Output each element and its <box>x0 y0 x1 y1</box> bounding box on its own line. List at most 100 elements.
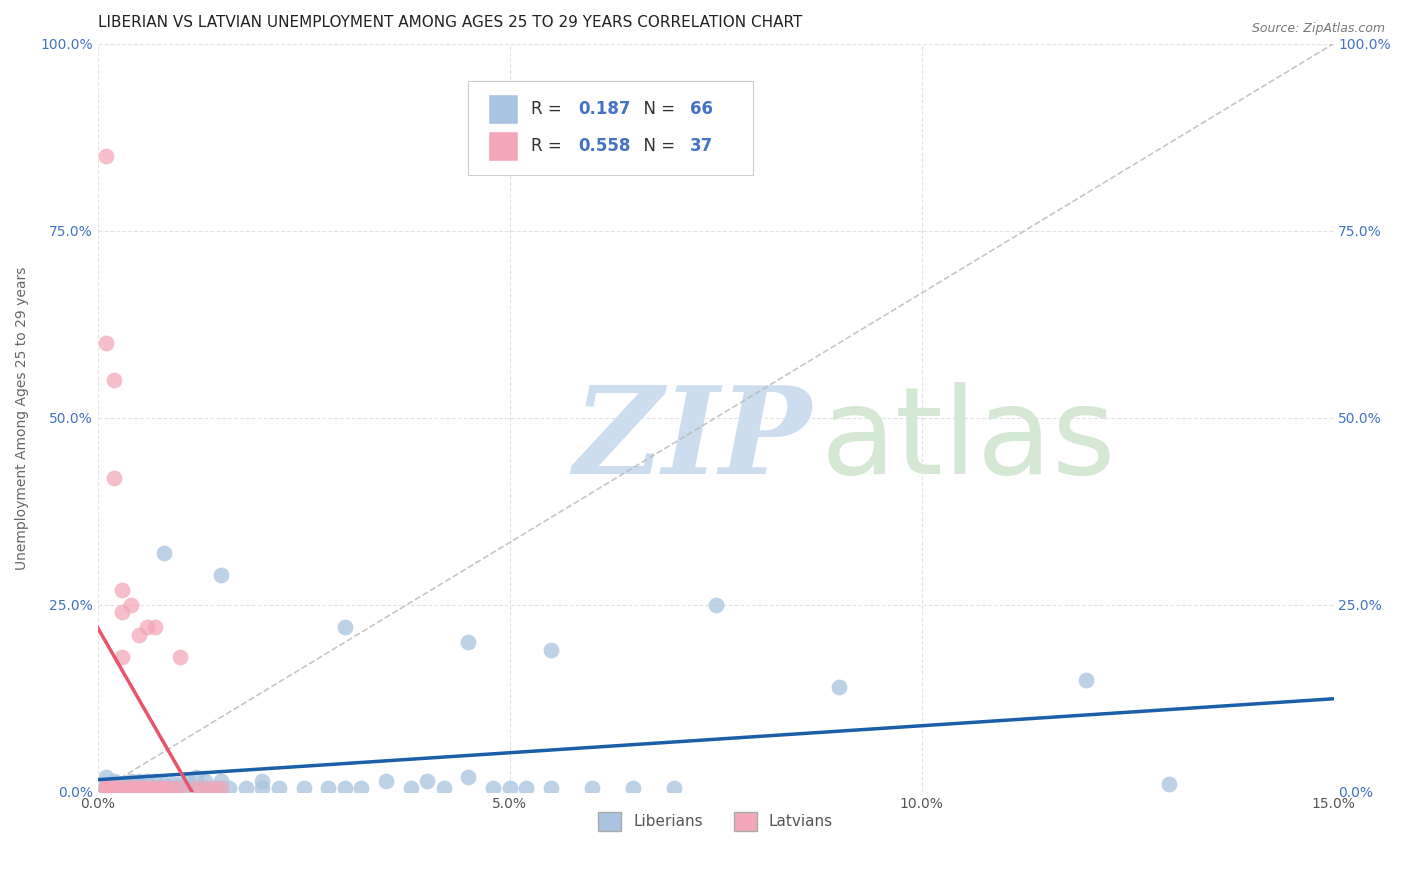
Point <box>120 598 142 612</box>
FancyBboxPatch shape <box>468 81 752 175</box>
Point <box>103 781 125 796</box>
Point <box>169 777 191 791</box>
Point <box>1157 777 1180 791</box>
Point <box>143 620 166 634</box>
Point <box>194 781 217 796</box>
Point <box>111 777 134 791</box>
Point <box>94 777 117 791</box>
Point <box>209 773 232 788</box>
Point <box>457 635 479 649</box>
Point <box>94 336 117 351</box>
Point <box>515 781 537 796</box>
Point <box>318 781 340 796</box>
Point <box>186 781 208 796</box>
Point <box>128 628 150 642</box>
Point <box>169 650 191 665</box>
Point <box>111 582 134 597</box>
Text: R =: R = <box>531 137 568 155</box>
Point <box>111 781 134 796</box>
Point <box>152 777 174 791</box>
Point <box>209 568 232 582</box>
Point <box>94 781 117 796</box>
Point <box>136 620 159 634</box>
Point <box>111 650 134 665</box>
Point <box>292 781 315 796</box>
Point <box>218 781 240 796</box>
Text: atlas: atlas <box>821 382 1116 499</box>
Point <box>136 781 159 796</box>
Point <box>94 781 117 796</box>
Point <box>201 781 224 796</box>
Point <box>103 373 125 387</box>
FancyBboxPatch shape <box>488 131 517 161</box>
Point <box>143 781 166 796</box>
Point <box>333 781 356 796</box>
FancyBboxPatch shape <box>488 94 517 124</box>
Y-axis label: Unemployment Among Ages 25 to 29 years: Unemployment Among Ages 25 to 29 years <box>15 266 30 569</box>
Point <box>482 781 505 796</box>
Point <box>498 781 520 796</box>
Point <box>828 680 851 694</box>
Point <box>120 781 142 796</box>
Point <box>194 781 217 796</box>
Point <box>143 773 166 788</box>
Point <box>209 781 232 796</box>
Point <box>177 773 200 788</box>
Point <box>111 781 134 796</box>
Text: LIBERIAN VS LATVIAN UNEMPLOYMENT AMONG AGES 25 TO 29 YEARS CORRELATION CHART: LIBERIAN VS LATVIAN UNEMPLOYMENT AMONG A… <box>97 15 801 30</box>
Point <box>94 770 117 784</box>
Point <box>94 781 117 796</box>
Point <box>169 781 191 796</box>
Point <box>252 781 274 796</box>
Text: R =: R = <box>531 100 568 118</box>
Point <box>128 781 150 796</box>
Text: 0.558: 0.558 <box>578 137 631 155</box>
Point <box>120 781 142 796</box>
Point <box>457 770 479 784</box>
Point <box>664 781 686 796</box>
Point <box>160 777 183 791</box>
Point <box>201 781 224 796</box>
Point <box>103 777 125 791</box>
Text: Source: ZipAtlas.com: Source: ZipAtlas.com <box>1251 22 1385 36</box>
Point <box>128 773 150 788</box>
Point <box>1076 673 1098 687</box>
Point <box>177 781 200 796</box>
Point <box>152 781 174 796</box>
Point <box>152 781 174 796</box>
Point <box>128 781 150 796</box>
Point <box>136 773 159 788</box>
Point <box>160 781 183 796</box>
Point <box>111 606 134 620</box>
Text: 0.187: 0.187 <box>578 100 631 118</box>
Point <box>120 773 142 788</box>
Point <box>375 773 398 788</box>
Point <box>333 620 356 634</box>
Point <box>581 781 603 796</box>
Point <box>186 781 208 796</box>
Point <box>416 773 439 788</box>
Text: 66: 66 <box>689 100 713 118</box>
Point <box>103 781 125 796</box>
Point <box>186 770 208 784</box>
Point <box>128 781 150 796</box>
Point <box>252 773 274 788</box>
Point <box>103 773 125 788</box>
Point <box>120 781 142 796</box>
Point <box>143 781 166 796</box>
Point <box>103 781 125 796</box>
Point <box>267 781 290 796</box>
Point <box>194 773 217 788</box>
Point <box>136 781 159 796</box>
Point <box>540 642 562 657</box>
Point <box>152 781 174 796</box>
Point <box>209 781 232 796</box>
Point <box>103 781 125 796</box>
Point <box>128 777 150 791</box>
Point <box>433 781 456 796</box>
Point <box>704 598 727 612</box>
Text: N =: N = <box>633 100 681 118</box>
Point <box>120 781 142 796</box>
Legend: Liberians, Latvians: Liberians, Latvians <box>592 805 839 837</box>
Text: ZIP: ZIP <box>574 381 811 500</box>
